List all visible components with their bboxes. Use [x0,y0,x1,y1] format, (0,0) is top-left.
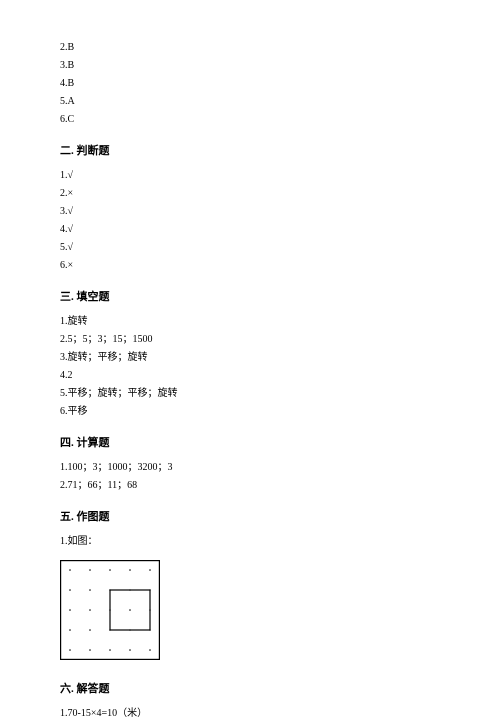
answer-item: 5.√ [60,240,440,256]
grid-dot [89,569,91,571]
section-heading-4: 五. 作图题 [60,508,440,524]
answer-item: 2.5；5；3；15；1500 [60,332,440,348]
answer-item: 5.平移；旋转；平移；旋转 [60,386,440,402]
answer-item: 2.71；66；11；68 [60,478,440,494]
figure-container [60,560,440,660]
grid-dot [69,609,71,611]
grid-dot [69,649,71,651]
grid-dot [69,589,71,591]
answer-item: 3.旋转；平移；旋转 [60,350,440,366]
answer-item: 1.旋转 [60,314,440,330]
section-heading-3: 四. 计算题 [60,434,440,450]
section-heading-after: 六. 解答题 [60,680,440,696]
grid-figure [60,560,160,660]
grid-dot [129,609,131,611]
answer-item: 5.A [60,94,440,110]
answer-item: 1.70-15×4=10（米） [60,706,440,722]
answer-item: 6.× [60,258,440,274]
answer-item: 4.√ [60,222,440,238]
grid-dot [109,569,111,571]
answer-item: 2.× [60,186,440,202]
answer-item: 1.如图： [60,534,440,550]
answer-item: 6.平移 [60,404,440,420]
grid-dot [129,569,131,571]
grid-dot [69,629,71,631]
answer-item: 6.C [60,112,440,128]
answer-item: 1.√ [60,168,440,184]
answer-item: 2.B [60,40,440,56]
grid-dot [89,589,91,591]
grid-dot [129,649,131,651]
grid-dot [109,649,111,651]
section-heading-1: 二. 判断题 [60,142,440,158]
grid-dot [89,649,91,651]
grid-dot [149,569,151,571]
section-heading-2: 三. 填空题 [60,288,440,304]
grid-dot [69,569,71,571]
grid-dot [149,649,151,651]
answer-item: 3.√ [60,204,440,220]
answer-item: 1.100；3；1000；3200；3 [60,460,440,476]
grid-dot [89,629,91,631]
answer-item: 4.2 [60,368,440,384]
answer-item: 3.B [60,58,440,74]
grid-dot [89,609,91,611]
answer-item: 4.B [60,76,440,92]
